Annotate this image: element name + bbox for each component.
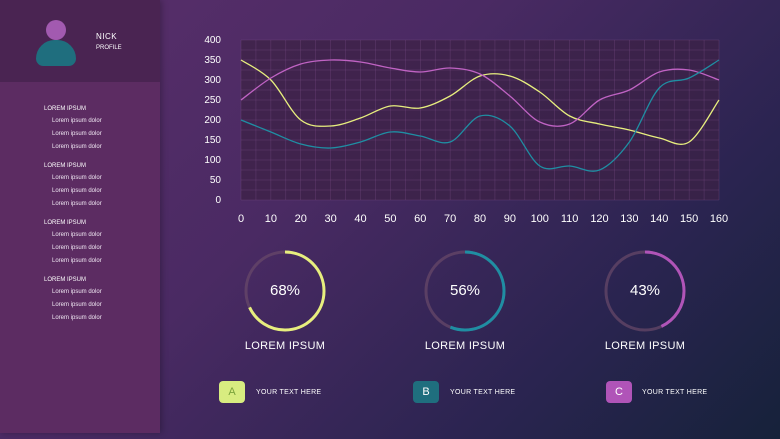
menu-item[interactable]: Lorem ipsum dolor	[52, 302, 102, 308]
menu-item[interactable]: Lorem ipsum dolor	[52, 245, 102, 251]
donut-label: LOREM IPSUM	[244, 340, 326, 352]
x-tick-label: 40	[354, 213, 366, 225]
donut-svg	[604, 250, 686, 332]
profile-name: NICK	[96, 32, 118, 41]
menu-group-title: LOREM IPSUM	[44, 277, 87, 283]
series-line-2	[240, 59, 720, 127]
menu-item[interactable]: Lorem ipsum dolor	[52, 289, 102, 295]
y-tick-label: 100	[204, 155, 221, 166]
legend-badge-a[interactable]: A	[219, 381, 245, 403]
x-tick-label: 110	[561, 213, 579, 225]
x-tick-label: 20	[295, 213, 307, 225]
menu-group: LOREM IPSUM Lorem ipsum dolor Lorem ipsu…	[44, 106, 102, 150]
series-line-3	[240, 59, 720, 172]
menu-item[interactable]: Lorem ipsum dolor	[52, 232, 102, 238]
y-tick-label: 300	[204, 75, 221, 86]
y-tick-label: 250	[204, 95, 221, 106]
y-tick-label: 50	[210, 175, 222, 186]
avatar-body	[36, 40, 76, 66]
donut-progress-arc	[424, 250, 506, 332]
menu-item[interactable]: Lorem ipsum dolor	[52, 144, 102, 150]
y-tick-label: 400	[204, 35, 221, 46]
legend-badge-b[interactable]: B	[413, 381, 439, 403]
y-tick-label: 350	[204, 55, 221, 66]
sidebar: NICK PROFILE LOREM IPSUM Lorem ipsum dol…	[0, 0, 160, 433]
y-tick-label: 200	[204, 115, 221, 126]
legend-text-b: YOUR TEXT HERE	[450, 389, 516, 396]
x-tick-label: 0	[238, 213, 244, 225]
donut-value: 68%	[269, 282, 301, 299]
donut-svg	[244, 250, 326, 332]
menu-item[interactable]: Lorem ipsum dolor	[52, 188, 102, 194]
x-tick-label: 160	[710, 213, 728, 225]
menu-item[interactable]: Lorem ipsum dolor	[52, 201, 102, 207]
menu-group-title: LOREM IPSUM	[44, 220, 87, 226]
donut-ring: 43%	[602, 248, 688, 334]
x-tick-label: 30	[325, 213, 337, 225]
donut-label: LOREM IPSUM	[424, 340, 506, 352]
menu-group-title: LOREM IPSUM	[44, 163, 87, 169]
donut-value: 56%	[449, 282, 481, 299]
line-chart-svg: 0 50 100 150 200 250 300 350 400 0 10 20 30 40 50 60 70 8…	[204, 35, 728, 225]
x-tick-label: 120	[590, 213, 608, 225]
donut-progress-arc	[604, 250, 686, 332]
x-tick-label: 90	[504, 213, 516, 225]
y-tick-label: 150	[204, 135, 221, 146]
legend-text-c: YOUR TEXT HERE	[642, 389, 708, 396]
sidebar-menu: LOREM IPSUM Lorem ipsum dolor Lorem ipsu…	[44, 106, 102, 334]
x-tick-label: 70	[444, 213, 456, 225]
menu-item[interactable]: Lorem ipsum dolor	[52, 118, 102, 124]
x-tick-label: 60	[414, 213, 426, 225]
profile-subtitle: PROFILE	[96, 45, 122, 51]
donut-56: 56% LOREM IPSUM	[420, 248, 510, 352]
menu-group-title: LOREM IPSUM	[44, 106, 87, 112]
menu-item[interactable]: Lorem ipsum dolor	[52, 175, 102, 181]
x-tick-label: 100	[531, 213, 549, 225]
x-tick-label: 140	[650, 213, 668, 225]
legend-text-a: YOUR TEXT HERE	[256, 389, 322, 396]
donut-value: 43%	[629, 282, 661, 299]
x-tick-label: 130	[620, 213, 638, 225]
avatar[interactable]	[36, 20, 76, 66]
x-tick-label: 150	[680, 213, 698, 225]
legend-badge-c[interactable]: C	[606, 381, 632, 403]
donut-progress-arc	[244, 250, 326, 332]
x-tick-label: 80	[474, 213, 486, 225]
donut-68: 68% LOREM IPSUM	[240, 248, 330, 352]
series-line-1	[240, 59, 720, 145]
menu-item[interactable]: Lorem ipsum dolor	[52, 315, 102, 321]
menu-item[interactable]: Lorem ipsum dolor	[52, 131, 102, 137]
y-tick-label: 0	[215, 195, 221, 206]
donut-svg	[424, 250, 506, 332]
x-tick-label: 10	[265, 213, 277, 225]
menu-group: LOREM IPSUM Lorem ipsum dolor Lorem ipsu…	[44, 163, 102, 207]
donut-ring: 56%	[422, 248, 508, 334]
donut-label: LOREM IPSUM	[604, 340, 686, 352]
x-tick-label: 50	[384, 213, 396, 225]
donut-43: 43% LOREM IPSUM	[600, 248, 690, 352]
menu-group: LOREM IPSUM Lorem ipsum dolor Lorem ipsu…	[44, 220, 102, 264]
donut-ring: 68%	[242, 248, 328, 334]
menu-item[interactable]: Lorem ipsum dolor	[52, 258, 102, 264]
avatar-head	[46, 20, 66, 40]
line-chart: 0 50 100 150 200 250 300 350 400 0 10 20 30 40 50 60 70 8…	[196, 32, 740, 232]
menu-group: LOREM IPSUM Lorem ipsum dolor Lorem ipsu…	[44, 277, 102, 321]
profile-header[interactable]: NICK PROFILE	[0, 0, 160, 82]
